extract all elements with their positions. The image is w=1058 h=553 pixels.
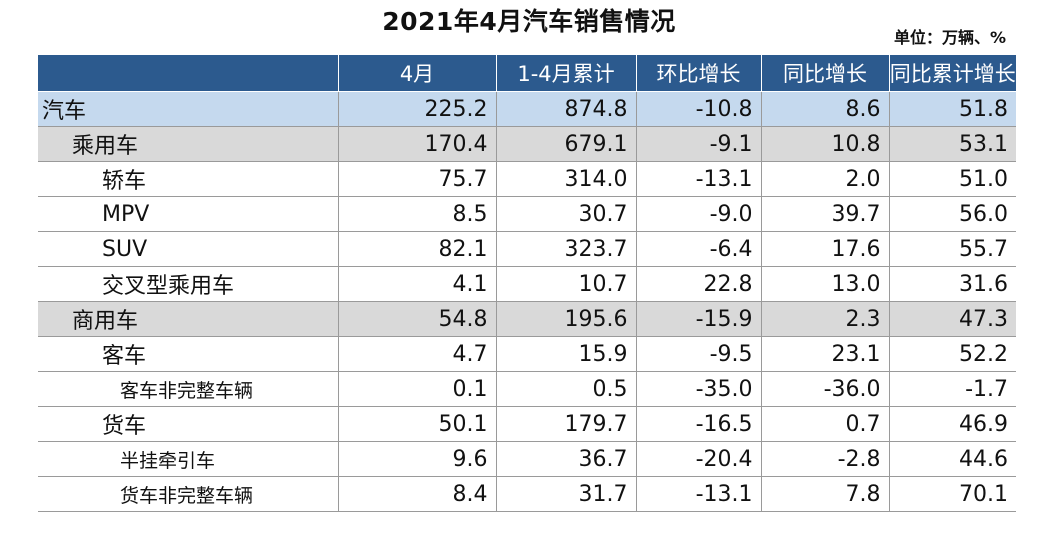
cell-yoy-growth: 8.6 [760, 91, 889, 127]
header-cumulative: 1-4月累计 [495, 55, 636, 92]
cell-mom-growth: -9.5 [635, 336, 761, 372]
cell-yoy-cumulative-growth: 55.7 [888, 231, 1016, 267]
table-row: 汽车 225.2 874.8 -10.8 8.6 51.8 [38, 91, 1016, 127]
cell-april: 50.1 [337, 406, 496, 442]
table-row: 半挂牵引车 9.6 36.7 -20.4 -2.8 44.6 [38, 441, 1016, 477]
cell-cumulative: 679.1 [495, 126, 636, 162]
cell-april: 4.7 [337, 336, 496, 372]
cell-cumulative: 179.7 [495, 406, 636, 442]
cell-mom-growth: 22.8 [635, 266, 761, 302]
row-label: 货车 [38, 406, 338, 442]
table-row: 货车 50.1 179.7 -16.5 0.7 46.9 [38, 406, 1016, 442]
cell-cumulative: 10.7 [495, 266, 636, 302]
cell-april: 82.1 [337, 231, 496, 267]
table-row: 轿车 75.7 314.0 -13.1 2.0 51.0 [38, 161, 1016, 197]
cell-april: 54.8 [337, 301, 496, 337]
row-label: MPV [38, 196, 338, 232]
cell-cumulative: 15.9 [495, 336, 636, 372]
cell-yoy-cumulative-growth: 52.2 [888, 336, 1016, 372]
cell-cumulative: 195.6 [495, 301, 636, 337]
unit-label: 单位：万辆、% [893, 28, 1006, 47]
cell-yoy-growth: 7.8 [760, 476, 889, 512]
cell-cumulative: 31.7 [495, 476, 636, 512]
cell-yoy-growth: -36.0 [760, 371, 889, 407]
sales-table: 4月 1-4月累计 环比增长 同比增长 同比累计增长 汽车 225.2 874.8-… [38, 55, 1016, 512]
cell-april: 9.6 [337, 441, 496, 477]
cell-cumulative: 36.7 [495, 441, 636, 477]
cell-cumulative: 314.0 [495, 161, 636, 197]
cell-cumulative: 874.8 [495, 91, 636, 127]
cell-yoy-cumulative-growth: 70.1 [888, 476, 1016, 512]
cell-yoy-cumulative-growth: 53.1 [888, 126, 1016, 162]
table-header-row: 4月 1-4月累计 环比增长 同比增长 同比累计增长 [38, 55, 1016, 92]
row-label: SUV [38, 231, 338, 267]
row-label: 客车非完整车辆 [38, 371, 338, 407]
table-row: 客车 4.7 15.9 -9.5 23.1 52.2 [38, 336, 1016, 372]
cell-yoy-cumulative-growth: 47.3 [888, 301, 1016, 337]
cell-mom-growth: -16.5 [635, 406, 761, 442]
cell-april: 8.5 [337, 196, 496, 232]
page-title: 2021年4月汽车销售情况 [382, 7, 676, 36]
cell-cumulative: 0.5 [495, 371, 636, 407]
cell-yoy-cumulative-growth: -1.7 [888, 371, 1016, 407]
cell-april: 225.2 [337, 91, 496, 127]
cell-yoy-cumulative-growth: 51.0 [888, 161, 1016, 197]
row-label: 交叉型乘用车 [38, 266, 338, 302]
cell-mom-growth: -13.1 [635, 161, 761, 197]
cell-yoy-cumulative-growth: 51.8 [888, 91, 1016, 127]
cell-mom-growth: -35.0 [635, 371, 761, 407]
cell-yoy-cumulative-growth: 31.6 [888, 266, 1016, 302]
header-mom-growth: 环比增长 [635, 55, 761, 92]
cell-yoy-growth: 17.6 [760, 231, 889, 267]
cell-yoy-cumulative-growth: 44.6 [888, 441, 1016, 477]
header-category [38, 55, 338, 92]
cell-yoy-growth: 2.0 [760, 161, 889, 197]
cell-mom-growth: -9.0 [635, 196, 761, 232]
header-april: 4月 [337, 55, 496, 92]
table-row: MPV 8.5 30.7 -9.0 39.7 56.0 [38, 196, 1016, 232]
table-row: 交叉型乘用车 4.1 10.7 22.8 13.0 31.6 [38, 266, 1016, 302]
row-label: 货车非完整车辆 [38, 476, 338, 512]
cell-april: 4.1 [337, 266, 496, 302]
cell-april: 0.1 [337, 371, 496, 407]
table-row: 商用车 54.8 195.6 -15.9 2.3 47.3 [38, 301, 1016, 337]
table-row: 乘用车 170.4 679.1 -9.1 10.8 53.1 [38, 126, 1016, 162]
cell-yoy-growth: 2.3 [760, 301, 889, 337]
row-label: 客车 [38, 336, 338, 372]
cell-cumulative: 323.7 [495, 231, 636, 267]
cell-mom-growth: -20.4 [635, 441, 761, 477]
cell-yoy-cumulative-growth: 46.9 [888, 406, 1016, 442]
cell-yoy-growth: 23.1 [760, 336, 889, 372]
cell-mom-growth: -9.1 [635, 126, 761, 162]
cell-yoy-cumulative-growth: 56.0 [888, 196, 1016, 232]
cell-mom-growth: -13.1 [635, 476, 761, 512]
cell-yoy-growth: 13.0 [760, 266, 889, 302]
table-row: SUV 82.1 323.7 -6.4 17.6 55.7 [38, 231, 1016, 267]
cell-mom-growth: -10.8 [635, 91, 761, 127]
cell-april: 75.7 [337, 161, 496, 197]
cell-yoy-growth: 10.8 [760, 126, 889, 162]
row-label: 汽车 [38, 91, 338, 127]
cell-april: 170.4 [337, 126, 496, 162]
cell-cumulative: 30.7 [495, 196, 636, 232]
header-yoy-growth: 同比增长 [760, 55, 889, 92]
row-label: 半挂牵引车 [38, 441, 338, 477]
row-label: 乘用车 [38, 126, 338, 162]
header-yoy-cumulative-growth: 同比累计增长 [888, 55, 1016, 92]
cell-yoy-growth: -2.8 [760, 441, 889, 477]
cell-yoy-growth: 0.7 [760, 406, 889, 442]
cell-april: 8.4 [337, 476, 496, 512]
cell-yoy-growth: 39.7 [760, 196, 889, 232]
table-body: 汽车 225.2 874.8 -10.8 8.6 51.8 乘用车 170.4 679.1 -9.… [38, 91, 1016, 512]
table-row: 货车非完整车辆 8.4 31.7 -13.1 7.8 70.1 [38, 476, 1016, 512]
row-label: 商用车 [38, 301, 338, 337]
row-label: 轿车 [38, 161, 338, 197]
cell-mom-growth: -15.9 [635, 301, 761, 337]
table-row: 客车非完整车辆 0.1 0.5 -35.0 -36.0 -1.7 [38, 371, 1016, 407]
cell-mom-growth: -6.4 [635, 231, 761, 267]
